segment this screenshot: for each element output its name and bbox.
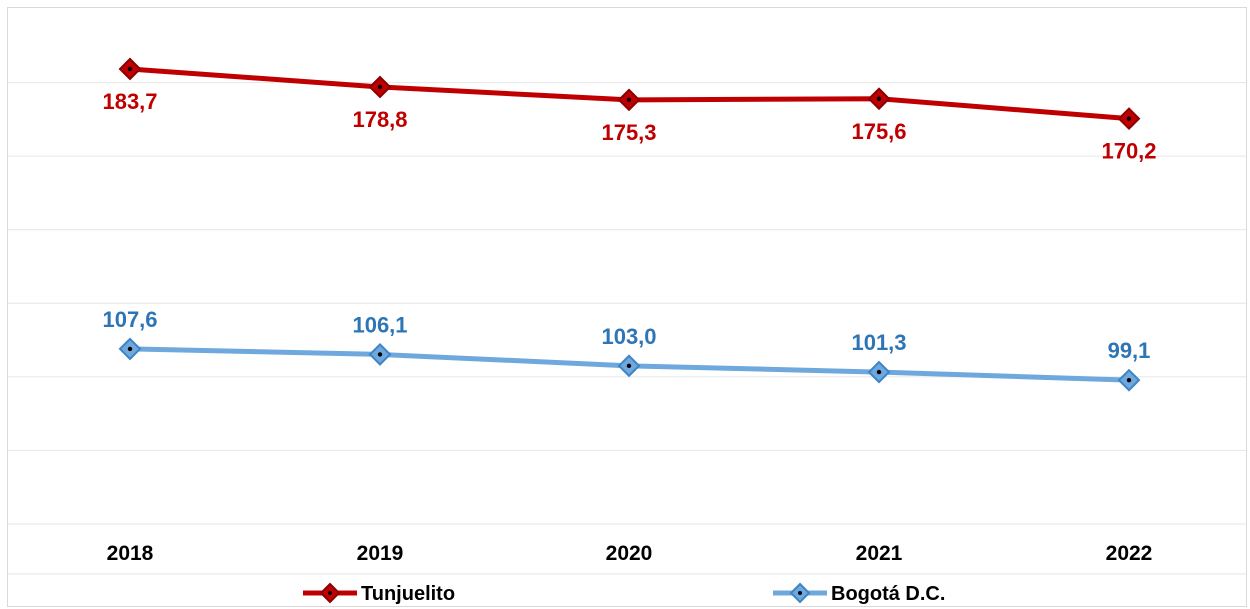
series-layer [118, 57, 1141, 392]
legend-item-tunjuelito[interactable]: Tunjuelito [303, 582, 455, 605]
x-tick-label: 2018 [107, 542, 154, 565]
data-point-bogot-d-c [617, 354, 641, 378]
data-point-bogot-d-c [867, 360, 891, 384]
legend: Tunjuelito Bogotá D.C. [303, 582, 945, 605]
data-label-tunjuelito: 178,8 [352, 107, 407, 132]
data-point-bogot-d-c [118, 337, 142, 361]
x-tick-label: 2020 [606, 542, 653, 565]
data-point-tunjuelito [617, 88, 641, 112]
data-label-bogot-d-c: 101,3 [851, 330, 906, 355]
data-label-tunjuelito: 175,3 [601, 120, 656, 145]
data-point-bogot-d-c [368, 343, 392, 366]
data-label-bogot-d-c: 107,6 [102, 307, 157, 332]
data-label-bogot-d-c: 106,1 [352, 312, 407, 337]
data-label-tunjuelito: 170,2 [1101, 139, 1156, 164]
data-point-tunjuelito [867, 87, 891, 111]
data-label-tunjuelito: 175,6 [851, 119, 906, 144]
data-point-bogot-d-c [1117, 368, 1141, 392]
data-label-bogot-d-c: 103,0 [601, 324, 656, 349]
x-tick-label: 2021 [856, 542, 903, 565]
x-axis: 2018 2019 2020 2021 2022 [107, 542, 1153, 565]
legend-label-bogot-d-c: Bogotá D.C. [831, 583, 945, 605]
chart-frame [7, 7, 1247, 607]
data-point-tunjuelito [368, 75, 392, 99]
data-label-tunjuelito: 183,7 [102, 89, 157, 114]
legend-label-tunjuelito: Tunjuelito [361, 583, 455, 605]
x-tick-label: 2022 [1106, 542, 1153, 565]
data-labels: 183,7 178,8 175,3 175,6 170,2 107,6 106,1 103,0… [102, 89, 1156, 363]
legend-item-bogot-d-c[interactable]: Bogotá D.C. [773, 582, 945, 605]
x-tick-label: 2019 [357, 542, 404, 565]
data-label-bogot-d-c: 99,1 [1108, 338, 1151, 363]
data-point-tunjuelito [1117, 107, 1141, 131]
data-point-tunjuelito [118, 57, 142, 81]
